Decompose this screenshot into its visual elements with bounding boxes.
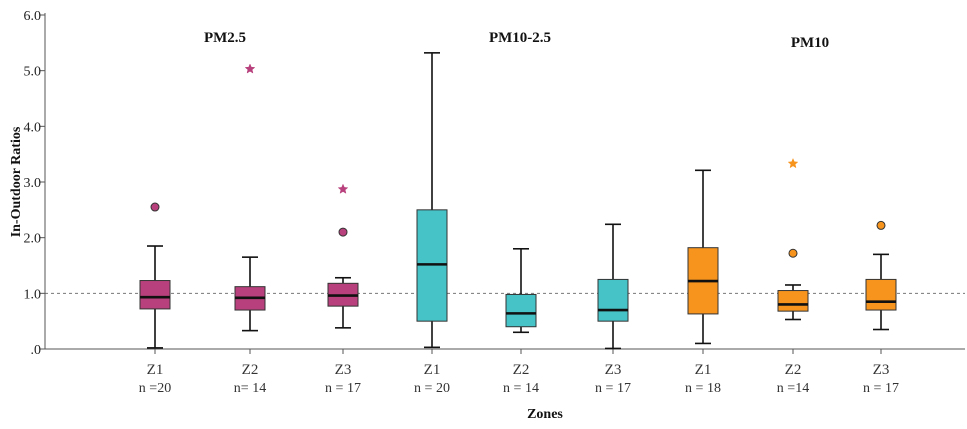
extreme-star <box>787 157 799 169</box>
box-iqr <box>597 278 629 322</box>
sample-size-label: n =14 <box>777 381 809 396</box>
x-axis-title: Zones <box>527 407 563 422</box>
sample-size-label: n = 20 <box>414 381 450 396</box>
box-pm1025-z2 <box>505 248 537 334</box>
outlier-point <box>150 202 160 212</box>
category-label: Z1 <box>147 362 164 378</box>
sample-size-label: n = 14 <box>503 381 539 396</box>
sample-size-label: n = 17 <box>863 381 899 396</box>
y-tick-label: 2.0 <box>24 232 42 247</box>
y-tick-label: 3.0 <box>24 176 42 191</box>
sample-size-label: n = 17 <box>595 381 631 396</box>
box-pm25-z2 <box>234 63 266 332</box>
box-pm25-z1 <box>139 202 171 349</box>
category-label: Z2 <box>513 362 530 378</box>
category-label: Z1 <box>695 362 712 378</box>
box-pm1025-z1 <box>416 52 448 349</box>
outlier-point <box>338 227 348 237</box>
sample-size-label: n =20 <box>139 381 171 396</box>
box-pm25-z3 <box>327 183 359 329</box>
box-iqr <box>865 278 897 311</box>
box-pm10-z2 <box>777 157 809 321</box>
y-axis-title: In-Outdoor Ratios <box>9 126 24 237</box>
category-label: Z2 <box>242 362 259 378</box>
box-iqr <box>505 293 537 328</box>
extreme-star <box>337 183 349 194</box>
y-tick-label: 1.0 <box>24 287 42 302</box>
y-tick-label: 6.0 <box>24 9 42 24</box>
box-pm10-z1 <box>687 169 719 345</box>
category-label: Z1 <box>424 362 441 378</box>
box-iqr <box>139 280 171 310</box>
outlier-point <box>788 248 798 258</box>
y-tick-label: 4.0 <box>24 120 42 135</box>
group-title: PM2.5 <box>204 30 246 46</box>
extreme-star <box>244 63 256 74</box>
y-tick-label: .0 <box>31 343 42 358</box>
box-pm10-z3 <box>865 220 897 331</box>
category-label: Z3 <box>335 362 352 378</box>
y-tick-label: 5.0 <box>24 65 42 80</box>
category-label: Z2 <box>785 362 802 378</box>
sample-size-label: n = 18 <box>685 381 721 396</box>
outlier-point <box>876 220 886 230</box>
sample-size-label: n= 14 <box>234 381 266 396</box>
box-pm1025-z3 <box>597 223 629 350</box>
category-label: Z3 <box>605 362 622 378</box>
sample-size-label: n = 17 <box>325 381 361 396</box>
box-iqr <box>777 290 809 312</box>
group-title: PM10-2.5 <box>489 30 551 46</box>
group-title: PM10 <box>791 35 829 51</box>
category-label: Z3 <box>873 362 890 378</box>
